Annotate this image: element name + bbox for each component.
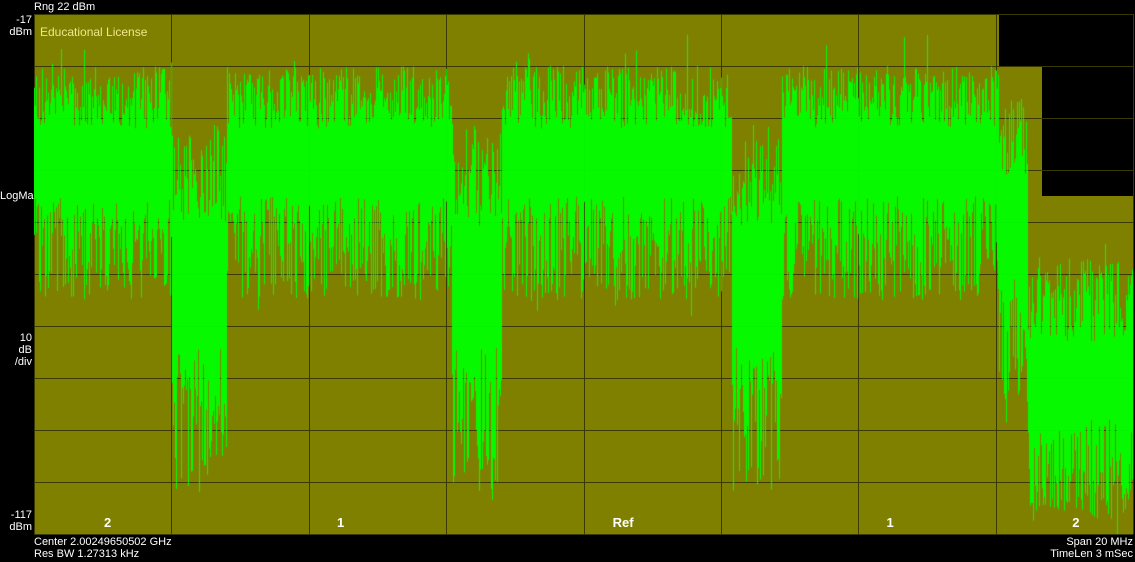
y-scale-div: /div [0,356,32,368]
center-freq: Center 2.00249650502 GHz [34,536,172,548]
y-max-value: -17 [0,14,32,26]
plot-dark-region-1 [999,14,1133,66]
license-watermark: Educational License [40,25,147,39]
span: Span 20 MHz [1050,536,1133,548]
footer-left: Center 2.00249650502 GHz Res BW 1.27313 … [34,536,172,560]
y-min-unit: dBm [0,521,32,533]
x-label: 2 [104,515,111,530]
range-readout: Rng 22 dBm [34,1,95,13]
spectrum-plot[interactable]: 2 1 Ref 1 2 [34,14,1133,534]
y-mode: LogMag [0,190,32,202]
x-label: 1 [886,515,893,530]
x-label: Ref [613,515,634,530]
res-bw: Res BW 1.27313 kHz [34,548,172,560]
y-min-value: -117 [0,509,32,521]
y-scale-value: 10 [0,332,32,344]
x-label: 1 [337,515,344,530]
y-scale-unit: dB [0,344,32,356]
y-max-unit: dBm [0,26,32,38]
y-axis: -17 dBm LogMag 10 dB /div -117 dBm [0,14,32,534]
time-len: TimeLen 3 mSec [1050,548,1133,560]
x-label: 2 [1072,515,1079,530]
plot-dark-region-2 [1042,66,1133,196]
footer-right: Span 20 MHz TimeLen 3 mSec [1050,536,1133,560]
